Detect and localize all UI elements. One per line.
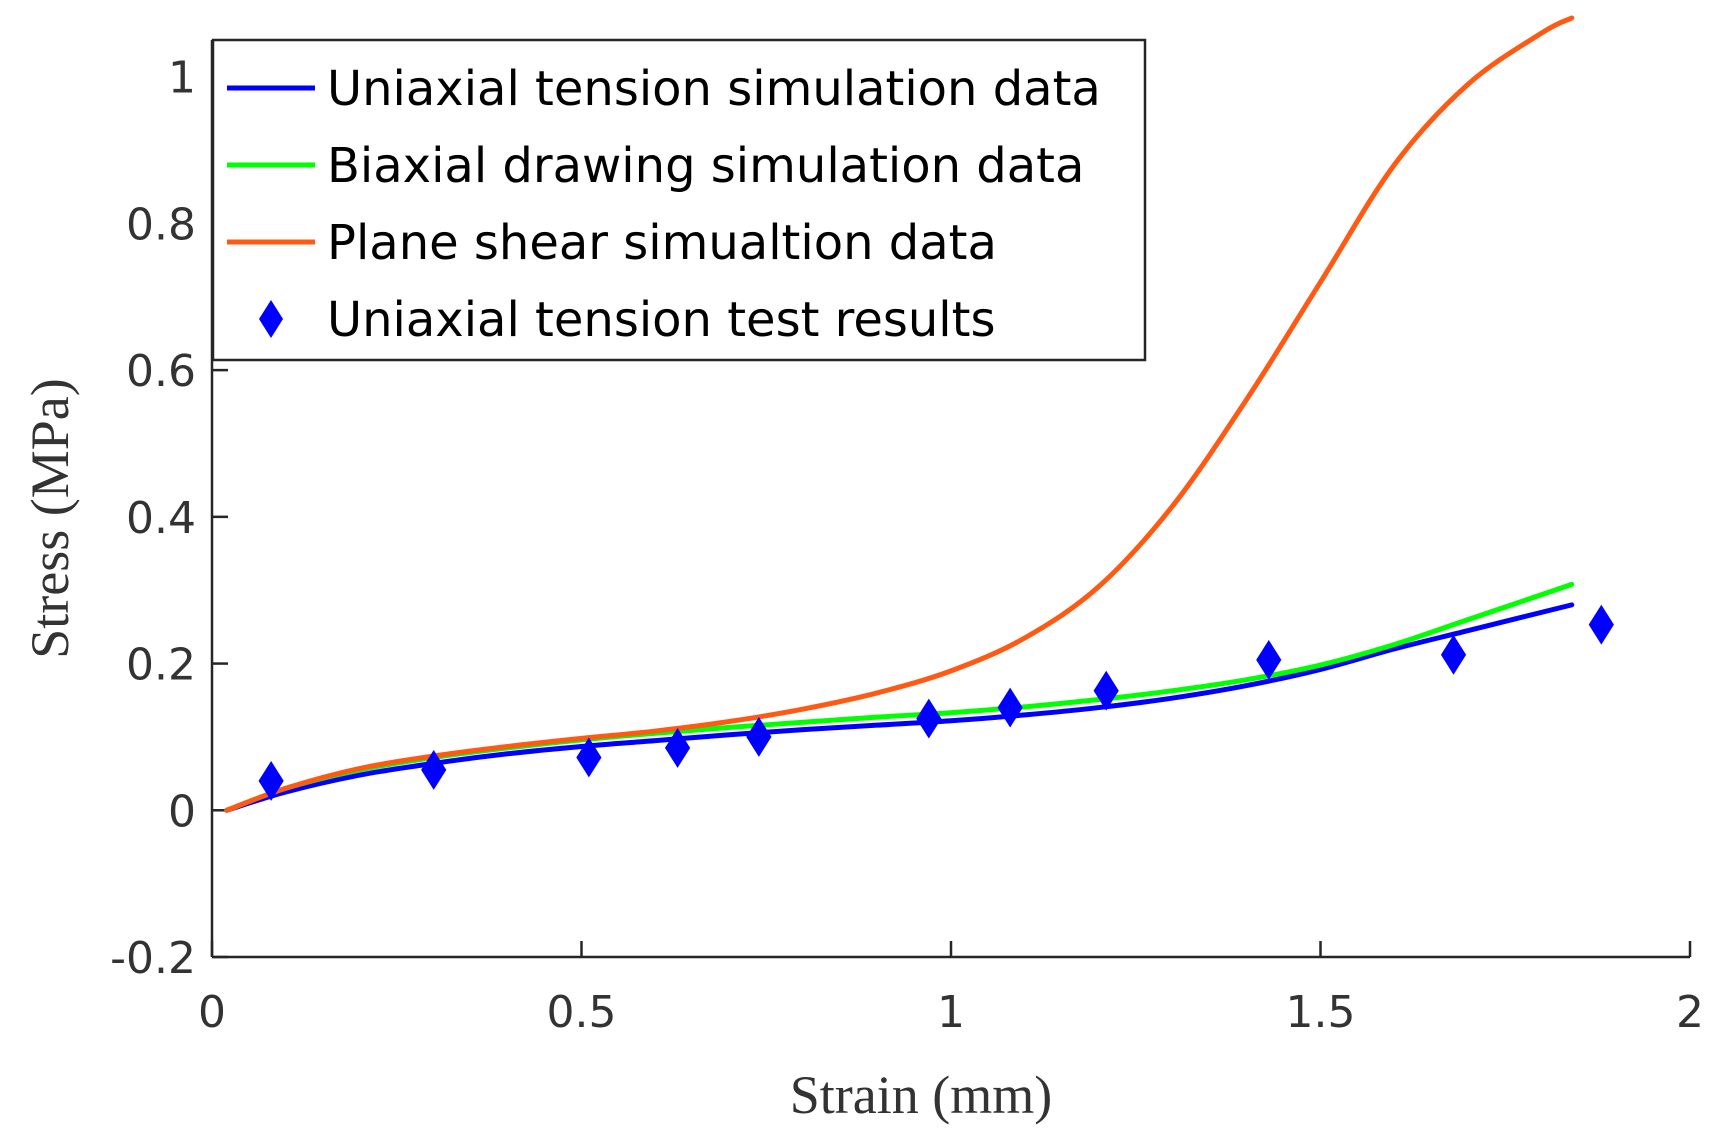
data-point-diamond	[1093, 670, 1119, 711]
y-tick-label: 0.4	[126, 493, 196, 544]
series-layer	[224, 15, 1614, 813]
x-tick-label: 2	[1676, 987, 1704, 1038]
legend-label: Uniaxial tension test results	[327, 292, 995, 348]
y-tick-label: 0	[168, 786, 196, 837]
x-tick-label: 1.5	[1286, 987, 1356, 1038]
y-axis-title: Stress (MPa)	[20, 378, 80, 659]
y-tick-label: -0.2	[110, 933, 196, 984]
legend-label: Uniaxial tension simulation data	[327, 61, 1101, 117]
y-tick-label: 0.8	[126, 199, 196, 250]
legend: Uniaxial tension simulation data Biaxial …	[211, 38, 1147, 362]
legend-box	[211, 38, 1147, 362]
data-point-diamond	[1256, 639, 1282, 680]
x-tick-label: 1	[937, 987, 965, 1038]
data-point-diamond	[258, 760, 284, 801]
data-point-diamond	[421, 749, 447, 790]
data-point-diamond	[746, 716, 772, 757]
data-point-diamond	[997, 687, 1023, 728]
series-line-3	[224, 15, 1575, 813]
data-point-diamond	[1440, 634, 1467, 675]
y-tick-label: 0.2	[126, 640, 196, 691]
data-point-diamond	[916, 698, 942, 739]
x-axis-title: Strain (mm)	[790, 1065, 1052, 1125]
data-point-diamond	[664, 727, 691, 768]
data-point-diamond	[576, 737, 602, 778]
legend-swatch-diamond	[259, 300, 283, 338]
legend-label: Plane shear simualtion data	[327, 215, 997, 271]
legend-label: Biaxial drawing simulation data	[327, 138, 1084, 194]
x-tick-label: 0.5	[547, 987, 617, 1038]
data-point-diamond	[1588, 604, 1614, 645]
y-tick-label: 1	[168, 53, 196, 104]
y-tick-label: 0.6	[126, 346, 196, 397]
x-tick-label: 0	[198, 987, 226, 1038]
